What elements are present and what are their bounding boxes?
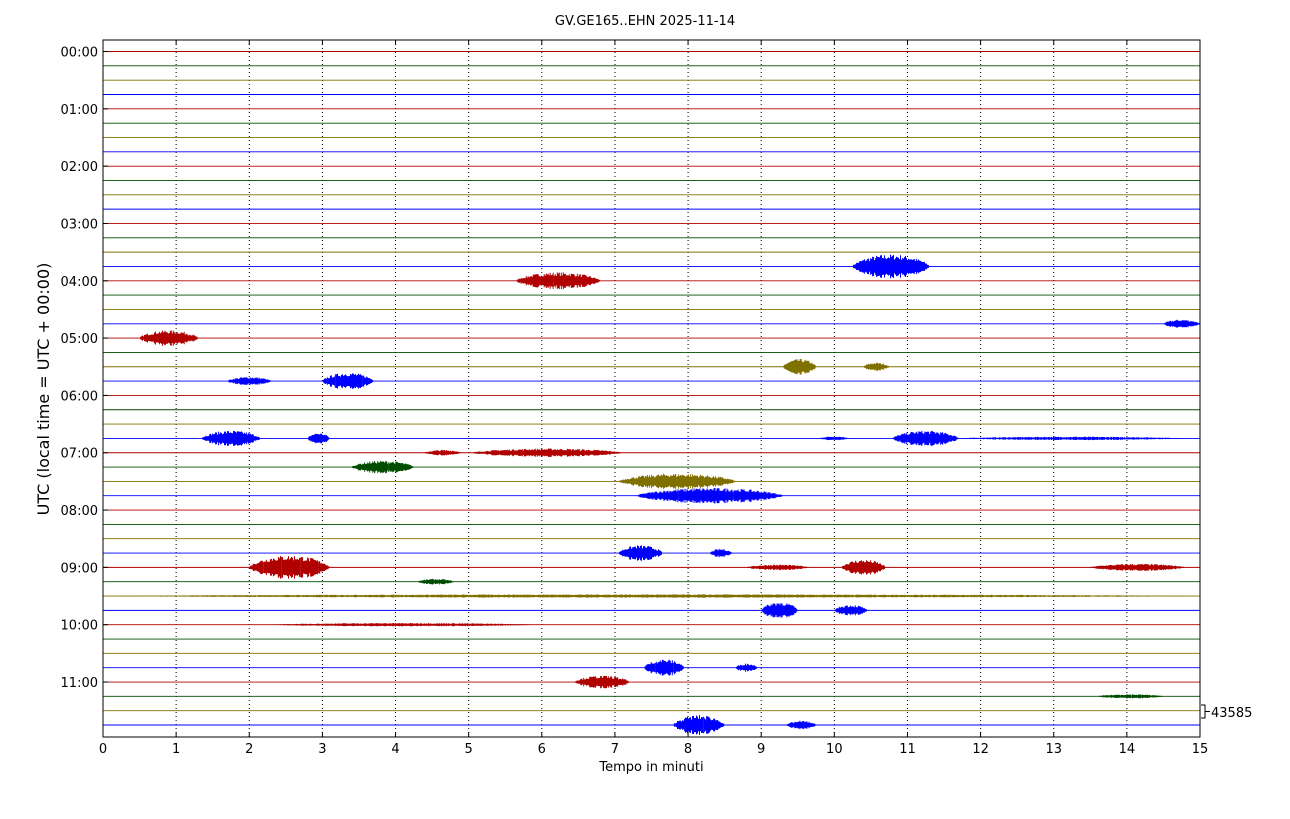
seismic-event — [575, 675, 630, 689]
seismic-event — [1090, 564, 1185, 571]
y-tick-label: 10:00 — [61, 619, 98, 634]
seismic-event — [418, 578, 454, 585]
x-tick-label: 12 — [972, 742, 989, 757]
seismic-event — [1163, 319, 1200, 328]
seismic-event — [472, 448, 622, 457]
seismic-event — [425, 449, 461, 456]
y-tick-label: 07:00 — [61, 447, 98, 462]
seismic-event — [103, 594, 1200, 598]
x-tick-label: 5 — [465, 742, 473, 757]
x-tick-label: 3 — [318, 742, 326, 757]
y-tick-label: 09:00 — [61, 561, 98, 576]
vertical-grid — [175, 40, 1128, 737]
y-tick-label: 06:00 — [61, 389, 98, 404]
x-tick-label: 13 — [1045, 742, 1062, 757]
seismic-events — [103, 254, 1200, 735]
x-tick-label: 0 — [99, 742, 107, 757]
seismic-event — [308, 433, 330, 444]
plot-frame — [102, 39, 1201, 738]
x-axis-label: Tempo in minuti — [598, 760, 703, 775]
x-axis-ticks: 0 1 2 3 4 5 6 7 8 9 10 11 12 13 14 15 — [99, 40, 1208, 757]
seismic-event — [736, 663, 757, 672]
seismic-event — [761, 603, 798, 618]
seismic-event — [619, 545, 663, 561]
seismic-event — [834, 605, 867, 616]
seismic-event — [820, 436, 849, 441]
scale-indicator: 43585 — [1201, 704, 1252, 721]
seismic-event — [637, 488, 783, 504]
scale-bracket — [1201, 704, 1210, 719]
seismic-event — [644, 659, 684, 676]
scale-label: 43585 — [1211, 706, 1252, 721]
seismic-event — [1098, 694, 1164, 699]
x-tick-label: 10 — [826, 742, 843, 757]
seismic-event — [352, 460, 414, 474]
x-tick-label: 7 — [611, 742, 619, 757]
seismic-event — [893, 430, 959, 446]
seismic-event — [783, 359, 816, 375]
seismic-event — [673, 715, 725, 735]
seismic-event — [787, 720, 816, 730]
seismic-event — [202, 431, 260, 446]
seismic-event — [864, 362, 889, 371]
x-tick-label: 14 — [1119, 742, 1136, 757]
chart-title: GV.GE165..EHN 2025-11-14 — [555, 14, 735, 29]
seismic-event — [747, 564, 809, 571]
y-tick-label: 00:00 — [61, 46, 98, 61]
seismic-event — [516, 272, 600, 290]
y-tick-label: 05:00 — [61, 332, 98, 347]
x-tick-label: 6 — [538, 742, 546, 757]
y-axis-label: UTC (local time = UTC + 00:00) — [34, 263, 53, 516]
y-tick-label: 02:00 — [61, 160, 98, 175]
x-tick-label: 9 — [757, 742, 765, 757]
x-tick-label: 1 — [172, 742, 180, 757]
x-tick-label: 15 — [1192, 742, 1209, 757]
x-tick-label: 8 — [684, 742, 692, 757]
seismic-event — [842, 560, 885, 575]
seismic-event — [853, 254, 930, 279]
x-tick-label: 11 — [899, 742, 916, 757]
y-tick-label: 01:00 — [61, 103, 98, 118]
y-tick-label: 08:00 — [61, 504, 98, 519]
y-axis-ticks: 00:00 01:00 02:00 03:00 04:00 05:00 06:00 07:00… — [61, 46, 108, 691]
seismic-event — [140, 330, 198, 346]
seismic-event — [619, 473, 736, 489]
seismic-event — [322, 373, 374, 389]
x-tick-label: 4 — [391, 742, 399, 757]
y-tick-label: 04:00 — [61, 275, 98, 290]
trace-lines — [103, 51, 1200, 726]
y-tick-label: 03:00 — [61, 217, 98, 232]
seismic-event — [710, 548, 733, 558]
seismic-event — [227, 377, 271, 385]
seismic-event — [249, 556, 330, 579]
seismic-event — [959, 436, 1185, 441]
seismic-event — [271, 623, 534, 627]
x-tick-label: 2 — [245, 742, 253, 757]
y-tick-label: 11:00 — [61, 676, 98, 691]
